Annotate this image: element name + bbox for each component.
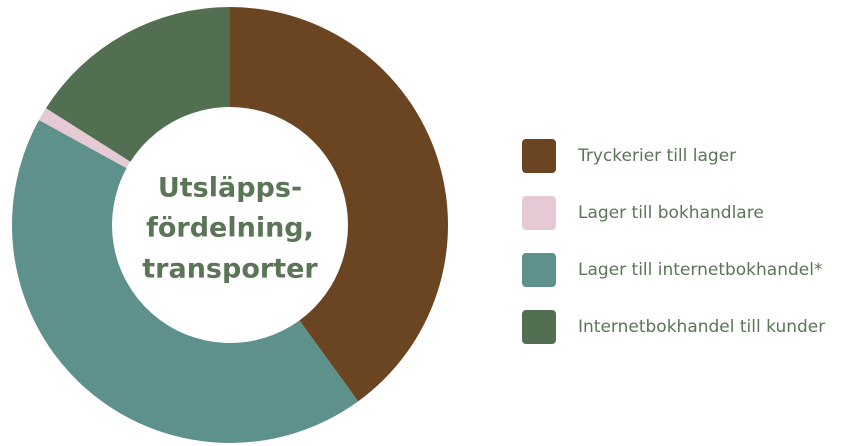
donut-slice [38,108,131,169]
donut-slice [12,119,359,443]
chart-title: Utsläpps- [158,173,302,204]
legend-swatch [522,253,556,287]
chart-title: transporter [142,254,318,285]
legend-label: Lager till bokhandlare [578,203,764,223]
legend-label: Tryckerier till lager [577,146,736,166]
chart-title: fördelning, [146,213,314,244]
legend-label: Internetbokhandel till kunder [578,317,825,337]
legend-swatch [522,139,556,173]
legend-swatch [522,310,556,344]
legend-swatch [522,196,556,230]
donut-slice [45,7,231,162]
legend-label: Lager till internetbokhandel* [578,260,822,280]
donut-slice [230,7,448,402]
